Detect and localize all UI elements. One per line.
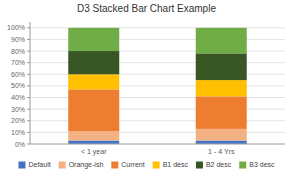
bar-segment [196,141,247,144]
legend-label: Default [28,161,50,168]
legend-label: Orange-ish [69,161,104,169]
bar-segment [68,141,119,144]
legend-item: B2 desc [196,161,232,168]
bars [68,28,247,144]
grid [30,28,285,144]
legend-label: B1 desc [163,161,189,168]
bar-segment [196,53,247,80]
bar-segment [196,80,247,96]
legend-swatch [111,162,118,169]
bar-segment [196,28,247,54]
legend-swatch [196,162,203,169]
x-axis-line [30,144,285,145]
bar-segment [196,129,247,141]
bar-segment [68,74,119,89]
y-tick-label: 60% [11,71,25,78]
legend-label: B2 desc [206,161,232,168]
legend-swatch [153,162,160,169]
x-tick-label: 1 - 4 Yrs [208,148,235,155]
y-tick-label: 10% [11,129,25,136]
legend-item: Current [111,161,144,168]
legend-swatch [59,162,66,169]
bar-segment [68,89,119,131]
y-axis: 0% 10% 20% 30% 40% 50% 60% 70% 80% 90% 100% [7,22,30,148]
legend-item: Default [18,161,50,168]
x-axis: < 1 year 1 - 4 Yrs [30,144,285,156]
y-tick-label: 90% [11,36,25,43]
x-tick-label: < 1 year [81,148,107,156]
bar-segment [196,96,247,129]
y-tick-label: 70% [11,59,25,66]
y-tick-label: 40% [11,94,25,101]
y-axis-line [30,22,31,144]
legend-item: B1 desc [153,161,189,168]
legend-swatch [18,162,25,169]
title: D3 Stacked Bar Chart Example [77,3,216,14]
y-tick-label: 80% [11,48,25,55]
y-tick-label: 20% [11,117,25,124]
legend-label: B3 desc [249,161,275,168]
legend-item: B3 desc [239,161,275,168]
y-tick-label: 100% [7,24,25,31]
y-tick-label: 50% [11,82,25,89]
legend-swatch [239,162,246,169]
legend-label: Current [121,161,144,168]
y-tick-label: 30% [11,106,25,113]
grid-line [30,144,285,145]
bar-segment [68,28,119,51]
bar-segment [68,131,119,140]
legend: Default Orange-ish Current B1 desc B2 desc B3… [18,161,275,169]
y-tick-label: 0% [15,141,25,148]
chart: D3 Stacked Bar Chart Example Default Orang… [0,0,293,172]
legend-item: Orange-ish [59,161,104,169]
bar-segment [68,51,119,74]
